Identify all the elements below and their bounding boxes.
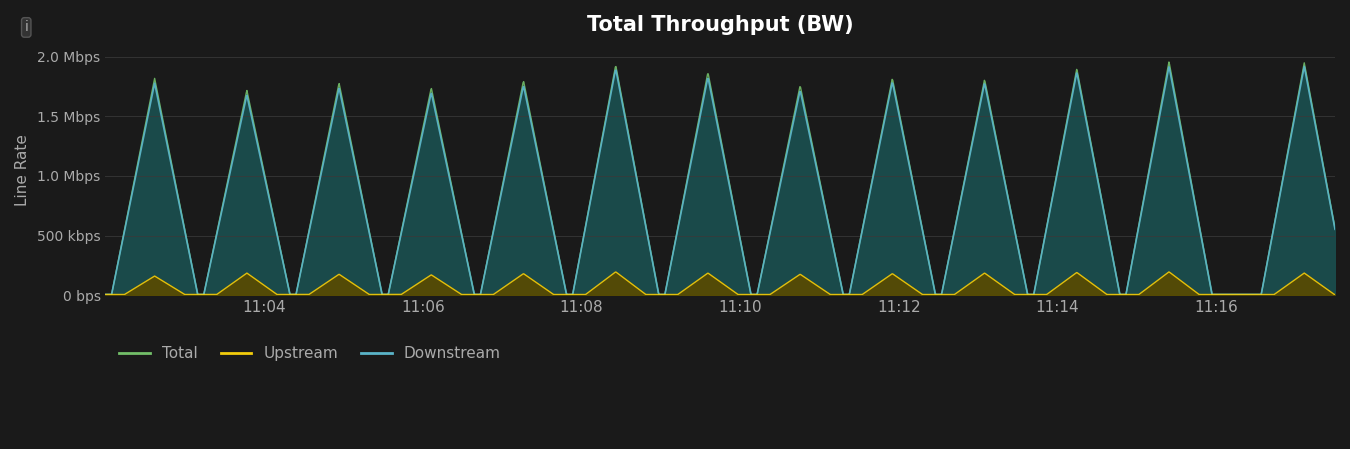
- Legend: Total, Upstream, Downstream: Total, Upstream, Downstream: [113, 340, 508, 368]
- Y-axis label: Line Rate: Line Rate: [15, 134, 30, 206]
- Text: i: i: [24, 21, 28, 35]
- Title: Total Throughput (BW): Total Throughput (BW): [587, 15, 853, 35]
